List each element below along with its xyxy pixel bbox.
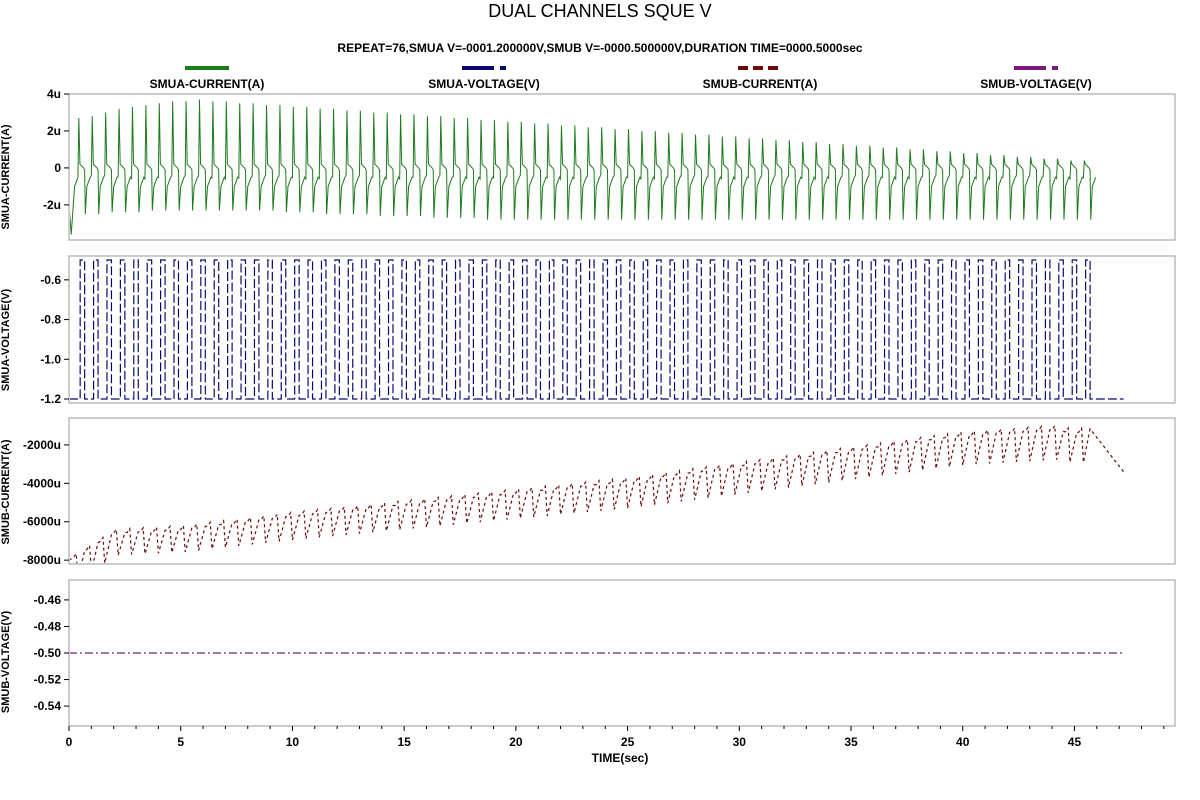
panel-frame-smua-voltage (68, 255, 1176, 404)
y-tick-label-smub-voltage-4: -0.54 (34, 699, 62, 713)
series-smua-current (70, 99, 1097, 235)
ylabel-smub-voltage: SMUB-VOLTAGE(V) (0, 611, 12, 714)
legend-label-2: SMUB-CURRENT(A) (703, 77, 818, 91)
y-tick-label-smub-voltage-3: -0.52 (34, 673, 62, 687)
legend-label-3: SMUB-VOLTAGE(V) (980, 77, 1092, 91)
x-axis: 0 5 10 15 20 25 30 35 40 45 (66, 726, 1165, 749)
ylabel-smua-voltage: SMUA-VOLTAGE(V) (0, 289, 12, 392)
legend: SMUA-CURRENT(A) SMUA-VOLTAGE(V) SMUB-CURRE… (150, 66, 1092, 91)
panel-smua-current: SMUA-CURRENT(A) 4u 2u 0 -2u (0, 87, 1176, 241)
series-smua-voltage (70, 259, 1124, 400)
panel-smub-voltage: SMUB-VOLTAGE(V) -0.46 -0.48 -0.50 -0.52 -0.5… (0, 579, 1176, 727)
y-tick-label-smub-voltage-2: -0.50 (34, 646, 62, 660)
y-tick-label-smua-voltage-0: -0.6 (40, 273, 61, 287)
legend-label-0: SMUA-CURRENT(A) (150, 77, 265, 91)
panel-frame-smub-voltage (68, 579, 1176, 727)
y-tick-label-smua-current-3: -2u (43, 198, 61, 212)
y-tick-label-smua-current-2: 0 (54, 161, 61, 175)
x-tick-label-6: 30 (733, 735, 747, 749)
y-tick-label-smub-voltage-1: -0.48 (34, 619, 62, 633)
series-smub-current (70, 423, 1125, 563)
legend-label-1: SMUA-VOLTAGE(V) (428, 77, 540, 91)
x-tick-label-9: 45 (1068, 735, 1082, 749)
y-tick-label-smua-voltage-1: -0.8 (40, 313, 61, 327)
y-tick-label-smua-voltage-2: -1.0 (40, 352, 61, 366)
y-tick-label-smua-current-1: 2u (47, 124, 61, 138)
x-tick-label-7: 35 (844, 735, 858, 749)
x-tick-label-3: 15 (397, 735, 411, 749)
ylabel-smub-current: SMUB-CURRENT(A) (0, 439, 12, 544)
y-tick-label-smub-current-0: -2000u (23, 438, 61, 452)
x-tick-label-1: 5 (177, 735, 184, 749)
panel-frame-smub-current (68, 417, 1176, 565)
y-tick-label-smua-current-0: 4u (47, 87, 61, 101)
chart-title: DUAL CHANNELS SQUE V (488, 1, 711, 21)
x-tick-label-5: 25 (621, 735, 635, 749)
panel-smua-voltage: SMUA-VOLTAGE(V) -0.6 -0.8 -1.0 -1.2 (0, 255, 1176, 406)
x-tick-label-8: 40 (956, 735, 970, 749)
x-tick-label-2: 10 (286, 735, 300, 749)
y-tick-label-smub-current-1: -4000u (23, 476, 61, 490)
y-tick-label-smub-current-2: -6000u (23, 515, 61, 529)
y-tick-label-smub-current-3: -8000u (23, 553, 61, 567)
y-tick-label-smub-voltage-0: -0.46 (34, 593, 62, 607)
chart-subtitle: REPEAT=76,SMUA V=-0001.200000V,SMUB V=-0… (337, 41, 863, 55)
x-tick-label-4: 20 (509, 735, 523, 749)
x-axis-label: TIME(sec) (592, 751, 649, 765)
x-tick-label-0: 0 (66, 735, 73, 749)
ylabel-smua-current: SMUA-CURRENT(A) (0, 124, 12, 229)
panel-smub-current: SMUB-CURRENT(A) -2000u -4000u -6000u -8000u (0, 417, 1176, 567)
y-tick-label-smua-voltage-3: -1.2 (40, 392, 61, 406)
